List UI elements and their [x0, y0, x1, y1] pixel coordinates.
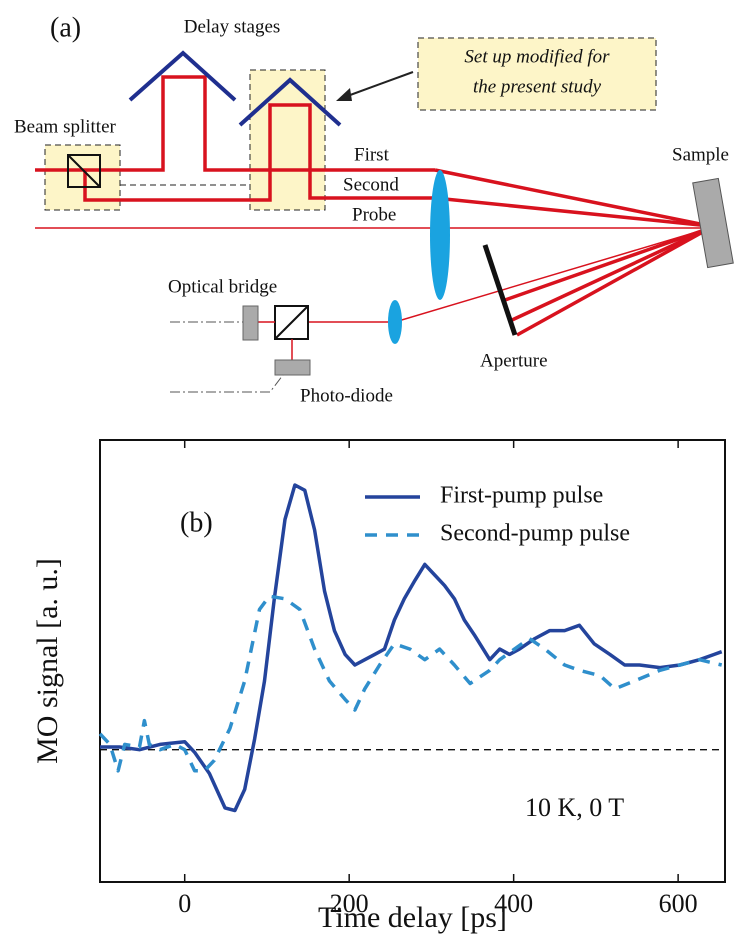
- note-text: the present study: [473, 76, 602, 97]
- label: Delay stages: [184, 16, 281, 37]
- legend-label: Second-pump pulse: [440, 521, 630, 547]
- aperture: [482, 244, 518, 336]
- x-axis-title: Time delay [ps]: [318, 901, 507, 934]
- panel-label: (a): [50, 12, 81, 43]
- beam-splitter: [67, 154, 101, 188]
- label: Second: [343, 174, 399, 195]
- x-tick-label: 600: [659, 889, 698, 918]
- first-beam: [35, 75, 435, 172]
- cable: [170, 374, 284, 393]
- note-text: Set up modified for: [464, 46, 610, 67]
- second-beam: [83, 103, 435, 202]
- reflected-beam: [511, 226, 711, 322]
- label: Sample: [672, 144, 729, 165]
- probe-return: [308, 227, 711, 323]
- reflected-beam: [504, 226, 711, 302]
- legend-label: First-pump pulse: [440, 483, 603, 509]
- detector: [242, 305, 259, 341]
- beam-splitter: [67, 154, 101, 188]
- panel-label: (b): [180, 507, 213, 538]
- sample: [692, 177, 734, 269]
- lens: [430, 170, 450, 300]
- stage-box: [249, 69, 326, 211]
- x-tick-label: 0: [178, 889, 191, 918]
- y-axis-title: MO signal [a. u.]: [31, 558, 64, 764]
- label: Optical bridge: [168, 276, 277, 297]
- polarizing-cube: [274, 305, 309, 340]
- reflected-beam: [516, 226, 711, 337]
- label: First: [354, 144, 390, 165]
- label: Photo-diode: [300, 385, 393, 406]
- delay-mirror: [238, 77, 342, 127]
- note-arrow: [341, 71, 414, 99]
- x-tick-label: 400: [494, 889, 533, 918]
- note-box: [417, 37, 657, 111]
- first-beam: [434, 168, 711, 228]
- second-beam: [434, 196, 711, 228]
- delay-mirror: [128, 50, 237, 102]
- annotation: 10 K, 0 T: [525, 793, 624, 822]
- x-tick-label: 200: [330, 889, 369, 918]
- arrow-head: [336, 88, 352, 101]
- label: Beam splitter: [14, 116, 117, 137]
- label: Aperture: [480, 350, 548, 371]
- series-line: [100, 483, 723, 813]
- plot-frame: [99, 439, 726, 883]
- series-line: [98, 594, 723, 773]
- photo-diode: [274, 359, 311, 376]
- lens: [388, 300, 402, 344]
- chart: 0 200 400 600 Time delay [ps] MO signal [a. u…: [31, 439, 726, 934]
- label: Probe: [352, 204, 396, 225]
